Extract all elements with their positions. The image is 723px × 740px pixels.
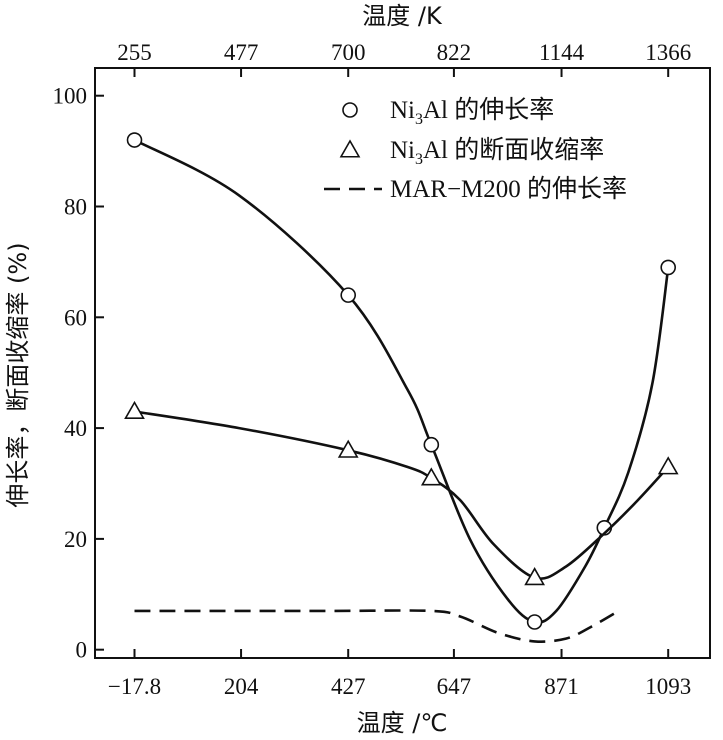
x-tick-label: 871 xyxy=(544,674,579,699)
x-axis-title: 温度 /℃ xyxy=(357,709,448,737)
x-tick-label: 427 xyxy=(331,674,366,699)
triangle-data-point xyxy=(124,400,145,420)
y-tick-label: 60 xyxy=(64,305,87,330)
legend-item: Ni3Al 的伸长率 xyxy=(342,96,554,128)
series-2 xyxy=(124,400,679,586)
circle-data-point xyxy=(526,614,543,630)
legend-triangle-marker xyxy=(339,139,361,158)
y-tick-label: 0 xyxy=(76,638,88,663)
top-axis-ticks: 255 477 700 822 1144 1366 xyxy=(117,40,691,77)
x-tick-label: 647 xyxy=(437,674,472,699)
y-tick-label: 100 xyxy=(53,84,88,109)
y-axis-ticks: 0 20 40 60 80 100 xyxy=(53,84,104,663)
triangle-data-point xyxy=(420,467,442,486)
series-line xyxy=(133,138,670,624)
y-axis-title: 伸长率，断面收缩率 (%) xyxy=(4,242,32,507)
top-tick-label: 255 xyxy=(117,40,152,65)
top-tick-label: 1144 xyxy=(539,40,585,65)
top-axis-title: 温度 /K xyxy=(362,2,443,30)
series-layer xyxy=(124,132,679,643)
series-line xyxy=(134,410,670,580)
legend: Ni3Al 的伸长率 Ni3Al 的断面收缩率 MAR−M200 的伸长率 xyxy=(324,96,627,203)
y-tick-label: 80 xyxy=(64,194,87,219)
x-tick-label: −17.8 xyxy=(108,674,161,699)
top-tick-label: 477 xyxy=(224,40,259,65)
triangle-data-point xyxy=(524,567,546,586)
circle-data-point xyxy=(126,132,143,148)
series-1 xyxy=(126,132,676,630)
plot-frame xyxy=(94,67,711,659)
series-line xyxy=(134,609,620,643)
legend-label: MAR−M200 的伸长率 xyxy=(390,175,627,203)
x-tick-label: 204 xyxy=(224,674,259,699)
legend-label: Ni3Al 的伸长率 xyxy=(390,96,554,128)
top-tick-label: 1366 xyxy=(645,40,691,65)
circle-data-point xyxy=(423,436,440,453)
circle-data-point xyxy=(660,259,676,276)
x-axis-ticks: −17.8 204 427 647 871 1093 xyxy=(108,649,691,699)
legend-circle-marker xyxy=(342,102,358,118)
y-tick-label: 20 xyxy=(64,527,87,552)
y-tick-label: 40 xyxy=(64,416,87,441)
legend-item: MAR−M200 的伸长率 xyxy=(324,175,627,203)
legend-item: Ni3Al 的断面收缩率 xyxy=(339,136,604,168)
legend-label: Ni3Al 的断面收缩率 xyxy=(390,136,604,168)
triangle-data-point xyxy=(337,439,359,458)
triangle-data-point xyxy=(657,456,679,475)
circle-data-point xyxy=(340,287,357,303)
top-tick-label: 700 xyxy=(331,40,366,65)
top-tick-label: 822 xyxy=(437,40,472,65)
series-3 xyxy=(134,609,620,643)
x-tick-label: 1093 xyxy=(645,674,691,699)
